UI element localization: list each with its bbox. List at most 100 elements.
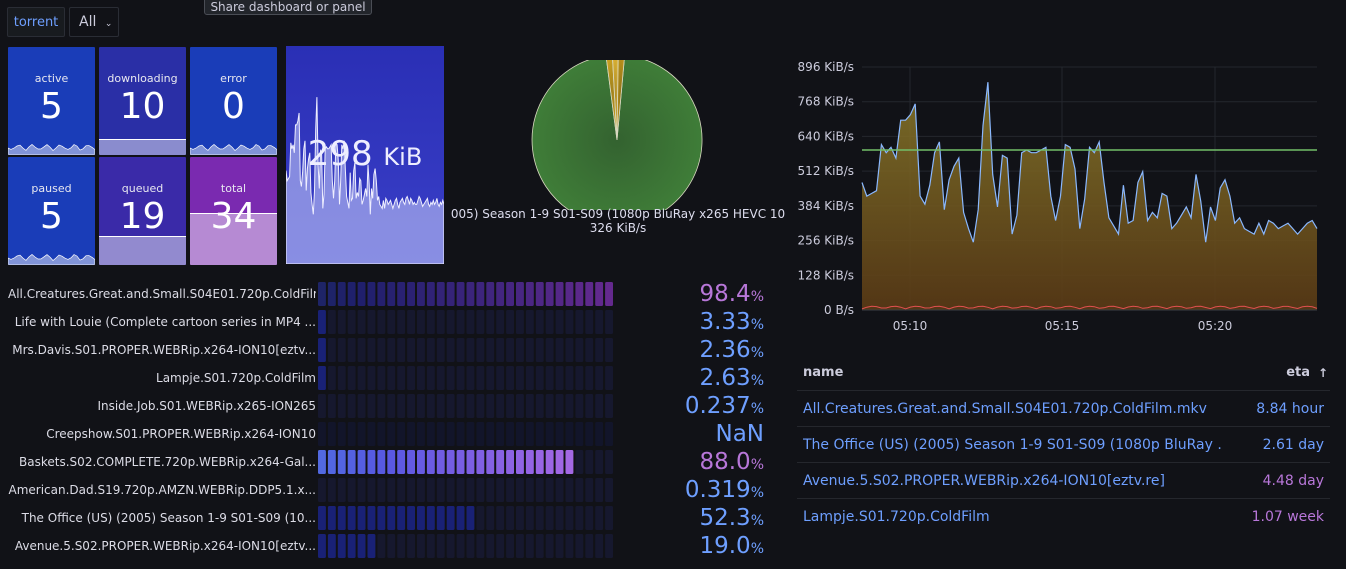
gauge-row[interactable]: All.Creatures.Great.and.Small.S04E01.720… [8, 280, 778, 308]
progress-cell [496, 366, 505, 390]
gauge-row[interactable]: Baskets.S02.COMPLETE.720p.WEBRip.x264-Ga… [8, 448, 778, 476]
progress-cell [426, 478, 435, 502]
stat-queued[interactable]: queued 19 [99, 157, 186, 265]
progress-cell [347, 366, 356, 390]
progress-cell [506, 394, 514, 418]
progress-cell [605, 366, 613, 390]
torrent-name-link[interactable]: The Office (US) (2005) Season 1-9 S01-S0… [803, 437, 1223, 453]
progress-cell [337, 422, 346, 446]
gauge-row[interactable]: Creepshow.S01.PROPER.WEBRip.x264-ION10 Na… [8, 420, 778, 448]
progress-cell [327, 450, 336, 474]
torrent-name-link[interactable]: Lampje.S01.720p.ColdFilm [803, 509, 990, 525]
progress-cell [466, 310, 475, 334]
progress-cell [545, 422, 554, 446]
progress-cell [327, 282, 336, 306]
stat-value: 34 [190, 197, 277, 237]
stat-label: error [220, 72, 247, 85]
progress-cell [605, 282, 613, 306]
progress-cell [605, 534, 613, 558]
progress-cell [417, 534, 425, 558]
gauge-row[interactable]: Lampje.S01.720p.ColdFilm 2.63% [8, 364, 778, 392]
gauge-row[interactable]: Avenue.5.S02.PROPER.WEBRip.x264-ION10[ez… [8, 532, 778, 560]
speed-stat-panel[interactable]: 298 KiB [286, 46, 444, 264]
torrent-variable-select[interactable]: All ⌄ [69, 7, 119, 37]
stat-paused[interactable]: paused 5 [8, 157, 95, 265]
speed-timeseries-panel[interactable]: 896 KiB/s 768 KiB/s 640 KiB/s 512 KiB/s 384 … [792, 52, 1332, 342]
gauge-row[interactable]: Inside.Job.S01.WEBRip.x265-ION265 0.237% [8, 392, 778, 420]
progress-cell [506, 282, 514, 306]
progress-cell [525, 282, 534, 306]
gauge-row[interactable]: Life with Louie (Complete cartoon series… [8, 308, 778, 336]
progress-number: 19.0 [699, 533, 751, 559]
pie-chart-panel[interactable]: 005) Season 1-9 S01-S09 (1080p BluRay x2… [448, 54, 788, 240]
progress-cell [436, 478, 445, 502]
stat-total[interactable]: total 34 [190, 157, 277, 265]
progress-cell [397, 310, 406, 334]
progress-cell [476, 394, 485, 418]
progress-cell [407, 478, 415, 502]
progress-cell [367, 450, 376, 474]
stat-error[interactable]: error 0 [190, 47, 277, 155]
sort-ascending-icon[interactable]: ↑ [1317, 366, 1328, 380]
progress-cell [486, 422, 495, 446]
column-header-eta[interactable]: eta [1286, 365, 1310, 380]
gauge-row[interactable]: Mrs.Davis.S01.PROPER.WEBRip.x264-ION10[e… [8, 336, 778, 364]
progress-cell [545, 534, 554, 558]
progress-cell [347, 478, 356, 502]
progress-cell [585, 506, 594, 530]
progress-value: NaN [628, 420, 764, 448]
progress-cell [318, 506, 326, 530]
progress-cell [476, 366, 485, 390]
progress-cell [466, 534, 475, 558]
stat-value: 10 [119, 86, 166, 127]
torrent-name-link[interactable]: Avenue.5.S02.PROPER.WEBRip.x264-ION10[ez… [803, 473, 1165, 489]
progress-cell [318, 394, 326, 418]
progress-cell [436, 366, 445, 390]
progress-cell [436, 506, 445, 530]
progress-cell [605, 338, 613, 362]
progress-cell [496, 310, 505, 334]
progress-cell [525, 422, 534, 446]
stat-active[interactable]: active 5 [8, 47, 95, 155]
progress-cell [535, 450, 544, 474]
progress-cell [516, 282, 524, 306]
table-row[interactable]: Lampje.S01.720p.ColdFilm 1.07 week [797, 498, 1330, 535]
progress-cell [407, 366, 415, 390]
progress-cell [357, 506, 366, 530]
progress-value: 0.237% [628, 392, 764, 423]
progress-cell [377, 366, 386, 390]
gauge-row[interactable]: American.Dad.S19.720p.AMZN.WEBRip.DDP5.1… [8, 476, 778, 504]
progress-cell [585, 394, 594, 418]
gauge-row[interactable]: The Office (US) (2005) Season 1-9 S01-S0… [8, 504, 778, 532]
progress-cell [397, 338, 406, 362]
progress-cells [318, 534, 613, 558]
progress-cells [318, 366, 613, 390]
pie-legend-value: 326 KiB/s [589, 221, 647, 235]
progress-cell [486, 366, 495, 390]
stat-value: 5 [40, 86, 63, 127]
progress-cell [496, 422, 505, 446]
progress-cell [407, 394, 415, 418]
progress-cell [476, 282, 485, 306]
progress-cell [545, 282, 554, 306]
progress-cells [318, 478, 613, 502]
table-row[interactable]: All.Creatures.Great.and.Small.S04E01.720… [797, 390, 1330, 427]
column-header-name[interactable]: name [803, 365, 844, 380]
progress-cell [327, 394, 336, 418]
progress-cell [407, 310, 415, 334]
progress-cell [426, 338, 435, 362]
pie-legend: 005) Season 1-9 S01-S09 (1080p BluRay x2… [448, 207, 788, 235]
progress-cell [397, 366, 406, 390]
stat-sparkline [190, 144, 277, 155]
progress-cell [367, 534, 376, 558]
pie-legend-name: 005) Season 1-9 S01-S09 (1080p BluRay x2… [450, 207, 786, 221]
progress-cell [456, 450, 465, 474]
stat-downloading[interactable]: downloading 10 [99, 47, 186, 155]
torrent-name-link[interactable]: All.Creatures.Great.and.Small.S04E01.720… [803, 401, 1207, 417]
progress-cell [446, 338, 455, 362]
progress-cell [506, 310, 514, 334]
table-row[interactable]: Avenue.5.S02.PROPER.WEBRip.x264-ION10[ez… [797, 462, 1330, 499]
progress-cell [318, 310, 326, 334]
table-row[interactable]: The Office (US) (2005) Season 1-9 S01-S0… [797, 426, 1330, 463]
progress-cell [565, 282, 574, 306]
